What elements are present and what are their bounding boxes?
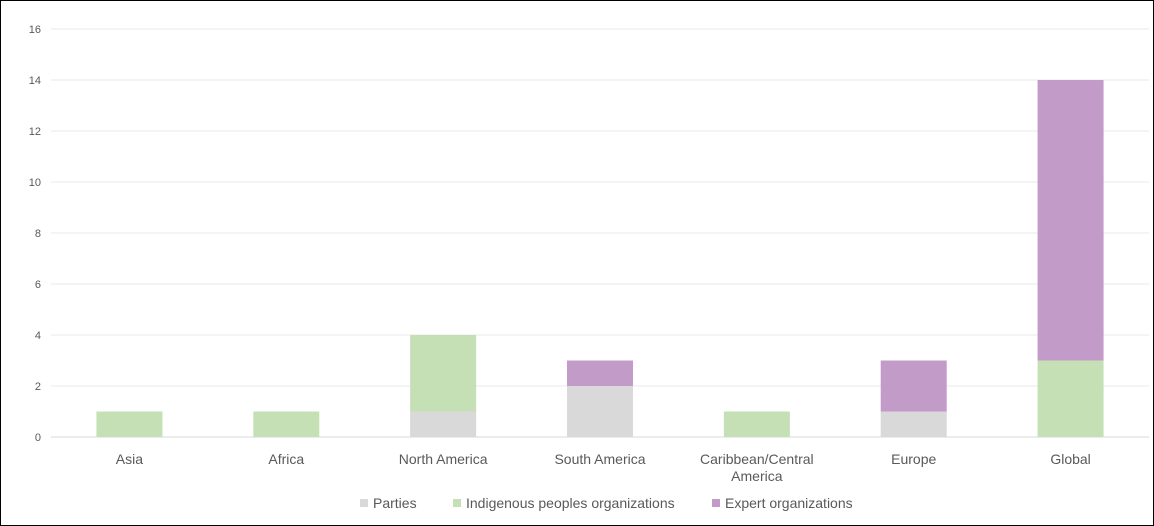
y-tick-label: 8 (35, 228, 41, 240)
legend: Parties Indigenous peoples organizations E… (360, 495, 853, 511)
y-tick-label: 16 (29, 24, 41, 36)
y-tick-label: 6 (35, 279, 41, 291)
bar-segment (1037, 360, 1104, 437)
x-category-label: North America (399, 451, 488, 467)
x-axis: Asia Africa North America South America Cari… (116, 451, 1091, 484)
y-tick-label: 12 (29, 126, 41, 138)
x-category-label: Africa (268, 451, 304, 467)
y-tick-label: 10 (29, 177, 41, 189)
bars (96, 80, 1104, 437)
y-axis: 0 2 4 6 8 10 12 14 16 (29, 24, 41, 444)
x-category-label: Europe (891, 451, 936, 467)
gridlines (51, 28, 1149, 438)
bar-segment (567, 386, 633, 437)
x-category-label: Caribbean/Central (700, 451, 814, 467)
bar-segment (253, 411, 320, 437)
bar-segment (96, 411, 163, 437)
bar-segment (410, 335, 477, 412)
bar-segment (880, 411, 947, 437)
legend-swatch (453, 499, 461, 507)
bar-segment (410, 411, 477, 437)
x-category-label: South America (554, 451, 645, 467)
x-category-label: America (731, 468, 783, 484)
bar-segment (1037, 80, 1104, 361)
legend-label: Indigenous peoples organizations (466, 495, 675, 511)
legend-label: Parties (373, 495, 417, 511)
legend-swatch (712, 499, 720, 507)
y-tick-label: 4 (35, 330, 41, 342)
y-tick-label: 0 (35, 432, 41, 444)
x-category-label: Asia (116, 451, 143, 467)
x-category-label: Global (1050, 451, 1090, 467)
bar-segment (880, 360, 947, 412)
legend-swatch (360, 499, 368, 507)
legend-label: Expert organizations (725, 495, 853, 511)
bar-segment (567, 360, 633, 386)
y-tick-label: 2 (35, 381, 41, 393)
bar-segment (723, 411, 790, 437)
y-tick-label: 14 (29, 75, 41, 87)
